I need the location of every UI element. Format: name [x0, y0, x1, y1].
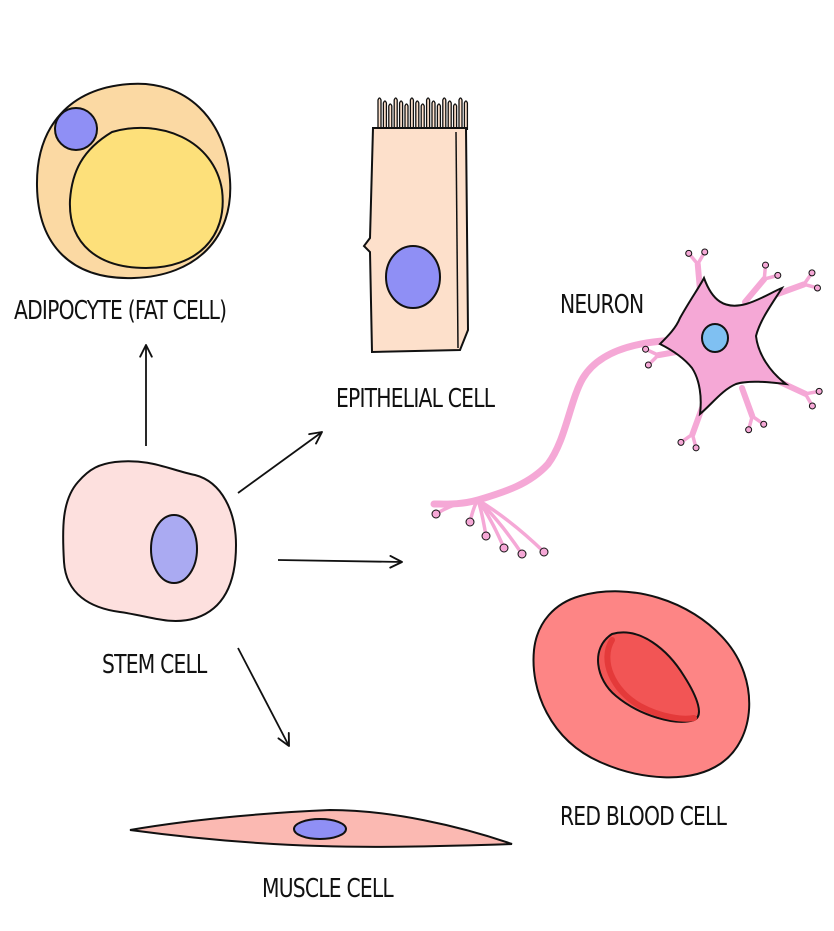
microvillus [425, 97, 431, 130]
rbc-center-highlight [604, 637, 697, 722]
microvillus [393, 97, 398, 130]
differentiation-arrows [139, 344, 403, 747]
dendrite-tip [774, 271, 782, 279]
adipocyte-label: ADIPOCYTE (FAT CELL) [14, 296, 227, 326]
muscle-cell [129, 808, 513, 848]
red-blood-cell-label: RED BLOOD CELL [560, 802, 727, 832]
axon-terminal-bulb [431, 509, 441, 519]
epithelial-label: EPITHELIAL CELL [336, 384, 495, 414]
microvillus [447, 100, 452, 130]
dendrite-tip [677, 438, 685, 446]
arrow-to-neuron [277, 555, 403, 569]
microvillus [404, 103, 409, 130]
axon-terminals [431, 498, 549, 559]
red-blood-cell [532, 590, 751, 779]
stem-cell-membrane [62, 460, 238, 622]
dendrite-tip [692, 444, 700, 452]
epithelial-body [362, 127, 470, 354]
muscle-cell-label: MUSCLE CELL [262, 874, 394, 904]
epithelial-cell [362, 97, 470, 354]
dendrite-tip [808, 402, 816, 410]
dendrite-tip [760, 420, 768, 428]
axon-terminal-bulb [465, 517, 475, 527]
microvillus [377, 97, 382, 130]
dendrite-tip [644, 361, 652, 369]
microvillus [415, 100, 420, 130]
axon-terminal-bulb [517, 549, 527, 559]
stem-cell-nucleus [150, 514, 198, 584]
microvillus [436, 103, 442, 130]
muscle-cell-nucleus [293, 818, 347, 840]
fat-droplet [68, 126, 224, 270]
microvillus [382, 100, 388, 130]
microvillus [431, 100, 436, 130]
adipocyte-nucleus [54, 107, 98, 151]
microvilli [377, 97, 469, 130]
axon-terminal-bulb [481, 531, 491, 541]
microvillus [398, 100, 404, 130]
microvillus [420, 103, 425, 130]
arrow-to-epithelial [237, 431, 323, 494]
axon-terminal-bulb [499, 543, 509, 553]
neuron-cell [430, 248, 823, 559]
dendrite-tip [701, 248, 709, 256]
adipocyte-cell [35, 82, 232, 280]
microvillus [442, 97, 447, 130]
dendrite-tip [745, 426, 753, 434]
dendrite-branch [742, 276, 768, 305]
dendrite-tip [808, 269, 816, 277]
dendrite-tip [685, 249, 693, 257]
axon-terminal-bulb [539, 547, 549, 557]
axon-terminal-branch [476, 498, 546, 554]
arrow-to-muscle [237, 647, 290, 747]
dendrite-tip [815, 387, 823, 395]
dendrite-tip [762, 261, 770, 269]
dendrite-tip [642, 345, 650, 353]
microvillus [463, 100, 469, 130]
microvillus [409, 97, 415, 130]
epithelial-side-edge [455, 131, 459, 349]
epithelial-nucleus [385, 245, 441, 309]
stem-cell [62, 460, 238, 622]
dendrite-branch [739, 385, 756, 420]
stem-cell-label: STEM CELL [102, 650, 207, 680]
microvillus [388, 103, 393, 130]
microvillus [458, 97, 463, 130]
microvillus [452, 103, 458, 130]
dendrite-tip [813, 284, 821, 292]
neuron-label: NEURON [560, 290, 644, 320]
neuron-nucleus [701, 323, 729, 353]
